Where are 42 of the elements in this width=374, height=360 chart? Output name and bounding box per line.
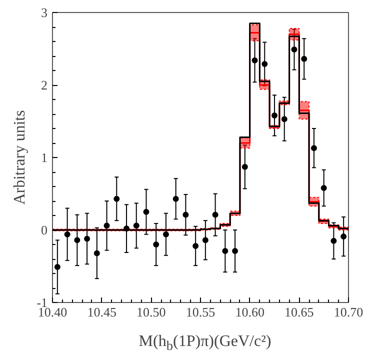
point [54,264,60,270]
y-tick-label: 3 [41,5,48,20]
y-tick-label: 1 [41,150,48,165]
point [162,231,169,238]
point [74,237,80,244]
point [330,238,337,244]
x-axis-title: M(h$_{b}$(1P)π)(GeV/c²) [138,332,272,356]
x-tick-label: 10.50 [136,304,166,320]
point [340,234,347,240]
point [272,112,278,118]
point [262,60,268,67]
point [124,226,130,232]
y-tick-label: 0 [41,222,48,238]
point [242,164,248,170]
x-tick-label: 10.45 [87,304,116,320]
x-tick-label: 10.60 [235,304,264,320]
point [114,196,120,202]
y-axis-title: Arbitrary units [12,110,29,205]
point [212,212,218,218]
point [281,116,288,122]
point [232,248,238,254]
x-tick-label: 10.55 [186,304,216,320]
point [310,145,317,152]
x-tick-label: 10.70 [334,304,364,320]
point [202,237,208,244]
point [291,46,298,52]
point [301,56,308,62]
y-tick-label: 2 [41,78,48,92]
point [104,222,110,229]
point [153,242,160,248]
point [84,236,90,242]
point [192,242,199,249]
x-tick-label: 10.65 [284,304,314,320]
point [94,250,100,256]
point [320,184,327,191]
point [252,57,258,64]
point [172,196,179,202]
point [222,248,228,254]
point [143,208,150,215]
point [64,231,70,238]
point [182,212,189,218]
point [133,222,140,229]
